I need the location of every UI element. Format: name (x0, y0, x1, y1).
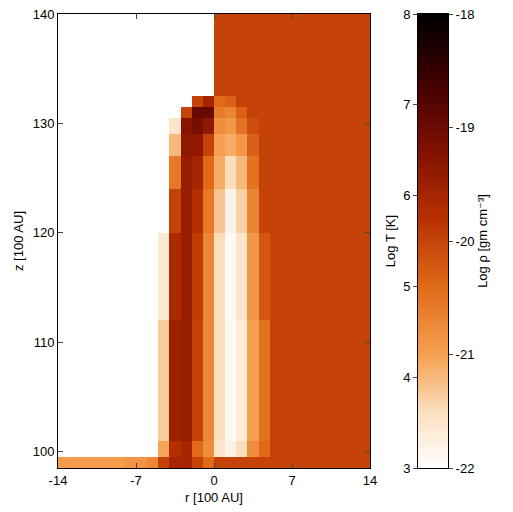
svg-text:Log ρ [gm cm⁻³]: Log ρ [gm cm⁻³] (475, 194, 490, 288)
svg-text:r [100 AU]: r [100 AU] (185, 490, 243, 505)
svg-text:4: 4 (403, 370, 410, 385)
svg-text:-20: -20 (456, 234, 475, 249)
svg-text:-18: -18 (456, 7, 475, 22)
svg-text:-7: -7 (130, 473, 142, 488)
svg-text:Log T [K]: Log T [K] (383, 215, 398, 267)
svg-text:8: 8 (403, 7, 410, 22)
svg-text:120: 120 (33, 225, 55, 240)
svg-text:6: 6 (403, 188, 410, 203)
svg-text:7: 7 (403, 97, 410, 112)
svg-text:-14: -14 (49, 473, 68, 488)
svg-text:0: 0 (210, 473, 217, 488)
svg-text:100: 100 (33, 444, 55, 459)
svg-text:-22: -22 (456, 461, 475, 476)
svg-text:130: 130 (33, 116, 55, 131)
svg-text:14: 14 (363, 473, 377, 488)
svg-text:-21: -21 (456, 347, 475, 362)
svg-text:110: 110 (34, 335, 55, 350)
svg-text:-19: -19 (456, 120, 475, 135)
svg-text:z [100 AU]: z [100 AU] (11, 211, 26, 271)
svg-text:7: 7 (288, 473, 295, 488)
svg-text:3: 3 (403, 461, 410, 476)
svg-text:5: 5 (403, 279, 410, 294)
svg-text:140: 140 (33, 7, 55, 22)
